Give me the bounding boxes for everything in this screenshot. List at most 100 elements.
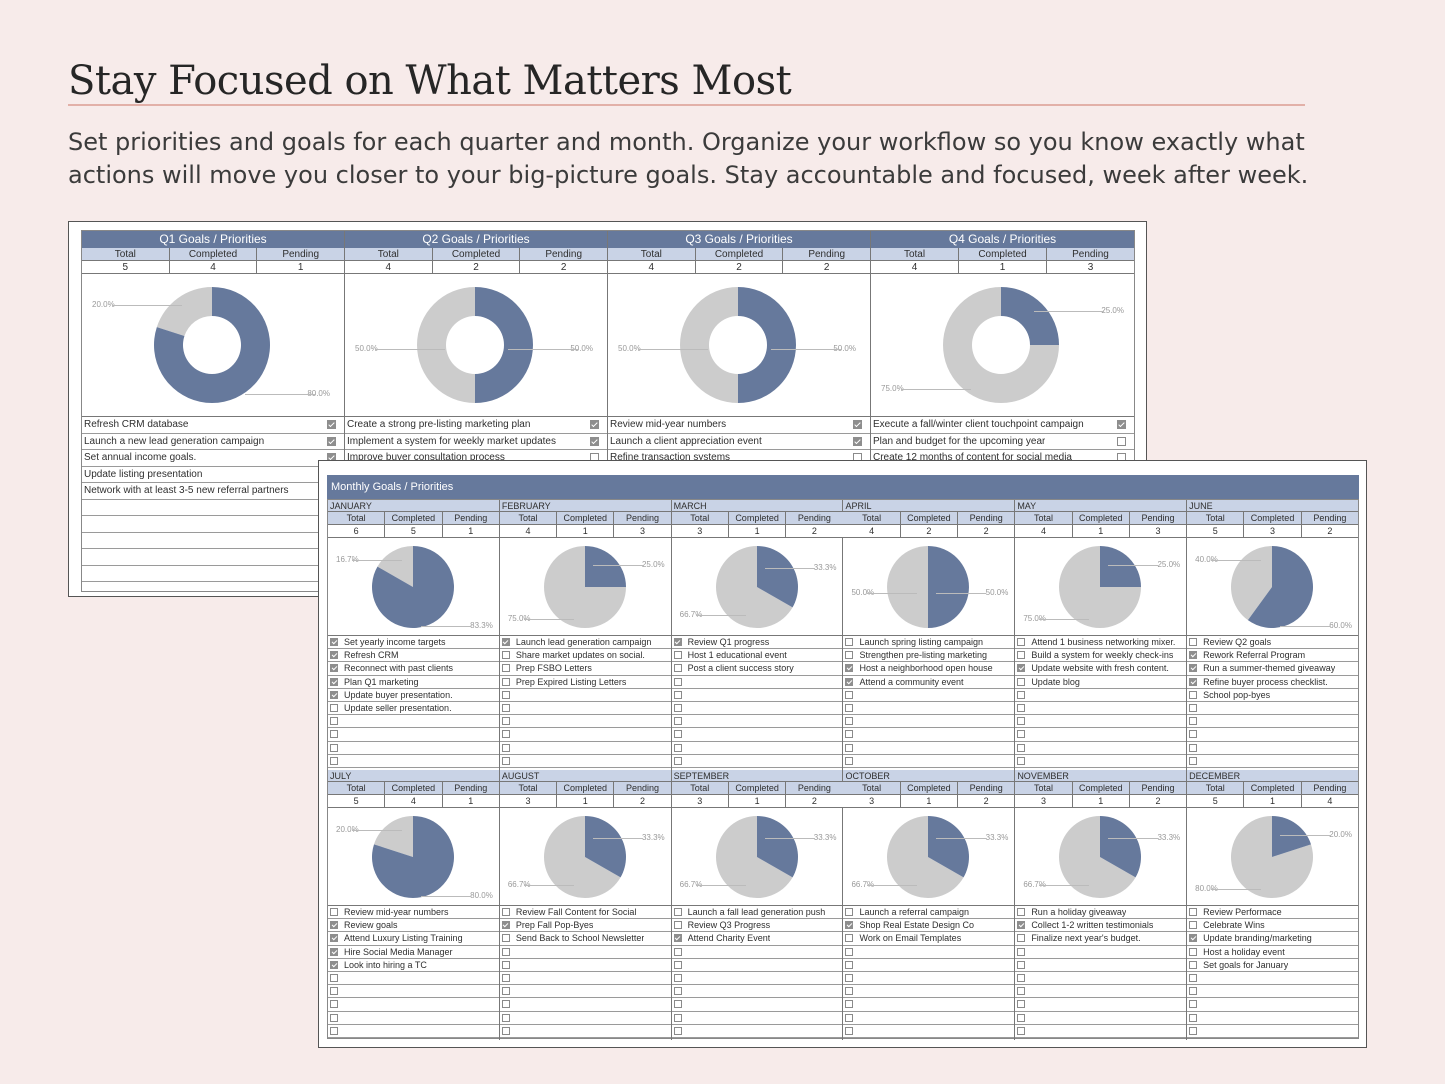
task-checkbox[interactable] bbox=[330, 664, 338, 673]
task-checkbox[interactable] bbox=[501, 690, 510, 699]
task-checkbox[interactable] bbox=[330, 677, 338, 686]
task-checkbox[interactable] bbox=[501, 638, 510, 647]
task-checkbox[interactable] bbox=[1017, 677, 1026, 686]
task-checkbox[interactable] bbox=[845, 730, 854, 739]
task-checkbox[interactable] bbox=[845, 947, 854, 956]
task-checkbox[interactable] bbox=[1189, 717, 1198, 726]
task-checkbox[interactable] bbox=[1189, 947, 1198, 956]
task-checkbox[interactable] bbox=[1017, 947, 1026, 956]
task-checkbox[interactable] bbox=[501, 1000, 510, 1009]
task-checkbox[interactable] bbox=[1189, 690, 1198, 699]
task-checkbox[interactable] bbox=[1117, 436, 1126, 446]
task-checkbox[interactable] bbox=[673, 934, 682, 943]
task-checkbox[interactable] bbox=[501, 921, 510, 930]
task-checkbox[interactable] bbox=[673, 638, 682, 647]
task-checkbox[interactable] bbox=[845, 1013, 854, 1022]
task-checkbox[interactable] bbox=[1189, 1013, 1198, 1022]
task-checkbox[interactable] bbox=[501, 1013, 510, 1022]
task-checkbox[interactable] bbox=[673, 664, 682, 673]
task-checkbox[interactable] bbox=[501, 974, 510, 983]
task-checkbox[interactable] bbox=[1189, 677, 1198, 686]
task-checkbox[interactable] bbox=[853, 420, 862, 430]
task-checkbox[interactable] bbox=[673, 974, 682, 983]
task-checkbox[interactable] bbox=[1017, 638, 1026, 647]
task-checkbox[interactable] bbox=[501, 947, 510, 956]
task-checkbox[interactable] bbox=[501, 756, 510, 765]
task-checkbox[interactable] bbox=[673, 947, 682, 956]
task-checkbox[interactable] bbox=[1017, 1026, 1026, 1035]
task-checkbox[interactable] bbox=[673, 651, 682, 660]
task-checkbox[interactable] bbox=[330, 1000, 338, 1009]
task-checkbox[interactable] bbox=[1017, 664, 1026, 673]
task-checkbox[interactable] bbox=[673, 987, 682, 996]
task-checkbox[interactable] bbox=[330, 704, 338, 713]
task-checkbox[interactable] bbox=[1017, 908, 1026, 917]
task-checkbox[interactable] bbox=[1189, 651, 1198, 660]
task-checkbox[interactable] bbox=[501, 717, 510, 726]
task-checkbox[interactable] bbox=[1189, 987, 1198, 996]
task-checkbox[interactable] bbox=[501, 704, 510, 713]
task-checkbox[interactable] bbox=[330, 638, 338, 647]
task-checkbox[interactable] bbox=[330, 756, 338, 765]
task-checkbox[interactable] bbox=[673, 690, 682, 699]
task-checkbox[interactable] bbox=[1017, 743, 1026, 752]
task-checkbox[interactable] bbox=[673, 717, 682, 726]
task-checkbox[interactable] bbox=[1017, 960, 1026, 969]
task-checkbox[interactable] bbox=[845, 908, 854, 917]
task-checkbox[interactable] bbox=[330, 1026, 338, 1035]
task-checkbox[interactable] bbox=[501, 908, 510, 917]
task-checkbox[interactable] bbox=[673, 1013, 682, 1022]
task-checkbox[interactable] bbox=[673, 756, 682, 765]
task-checkbox[interactable] bbox=[845, 717, 854, 726]
task-checkbox[interactable] bbox=[330, 908, 338, 917]
task-checkbox[interactable] bbox=[1017, 1013, 1026, 1022]
task-checkbox[interactable] bbox=[845, 743, 854, 752]
task-checkbox[interactable] bbox=[845, 704, 854, 713]
task-checkbox[interactable] bbox=[673, 908, 682, 917]
task-checkbox[interactable] bbox=[1017, 730, 1026, 739]
task-checkbox[interactable] bbox=[853, 436, 862, 446]
task-checkbox[interactable] bbox=[501, 743, 510, 752]
task-checkbox[interactable] bbox=[845, 921, 854, 930]
task-checkbox[interactable] bbox=[1189, 1026, 1198, 1035]
task-checkbox[interactable] bbox=[673, 704, 682, 713]
task-checkbox[interactable] bbox=[501, 987, 510, 996]
task-checkbox[interactable] bbox=[1189, 908, 1198, 917]
task-checkbox[interactable] bbox=[673, 677, 682, 686]
task-checkbox[interactable] bbox=[1017, 756, 1026, 765]
task-checkbox[interactable] bbox=[1017, 651, 1026, 660]
task-checkbox[interactable] bbox=[673, 1000, 682, 1009]
task-checkbox[interactable] bbox=[673, 730, 682, 739]
task-checkbox[interactable] bbox=[845, 1026, 854, 1035]
task-checkbox[interactable] bbox=[501, 664, 510, 673]
task-checkbox[interactable] bbox=[845, 1000, 854, 1009]
task-checkbox[interactable] bbox=[1017, 1000, 1026, 1009]
task-checkbox[interactable] bbox=[330, 1013, 338, 1022]
task-checkbox[interactable] bbox=[590, 420, 599, 430]
task-checkbox[interactable] bbox=[501, 651, 510, 660]
task-checkbox[interactable] bbox=[330, 717, 338, 726]
task-checkbox[interactable] bbox=[1017, 987, 1026, 996]
task-checkbox[interactable] bbox=[845, 664, 854, 673]
task-checkbox[interactable] bbox=[590, 436, 599, 446]
task-checkbox[interactable] bbox=[1017, 704, 1026, 713]
task-checkbox[interactable] bbox=[330, 974, 338, 983]
task-checkbox[interactable] bbox=[1189, 756, 1198, 765]
task-checkbox[interactable] bbox=[673, 743, 682, 752]
task-checkbox[interactable] bbox=[1189, 1000, 1198, 1009]
task-checkbox[interactable] bbox=[1017, 690, 1026, 699]
task-checkbox[interactable] bbox=[845, 934, 854, 943]
task-checkbox[interactable] bbox=[501, 730, 510, 739]
task-checkbox[interactable] bbox=[673, 921, 682, 930]
task-checkbox[interactable] bbox=[845, 960, 854, 969]
task-checkbox[interactable] bbox=[501, 934, 510, 943]
task-checkbox[interactable] bbox=[1017, 717, 1026, 726]
task-checkbox[interactable] bbox=[330, 987, 338, 996]
task-checkbox[interactable] bbox=[501, 1026, 510, 1035]
task-checkbox[interactable] bbox=[330, 743, 338, 752]
task-checkbox[interactable] bbox=[845, 690, 854, 699]
task-checkbox[interactable] bbox=[845, 677, 854, 686]
task-checkbox[interactable] bbox=[330, 947, 338, 956]
task-checkbox[interactable] bbox=[327, 420, 336, 430]
task-checkbox[interactable] bbox=[845, 756, 854, 765]
